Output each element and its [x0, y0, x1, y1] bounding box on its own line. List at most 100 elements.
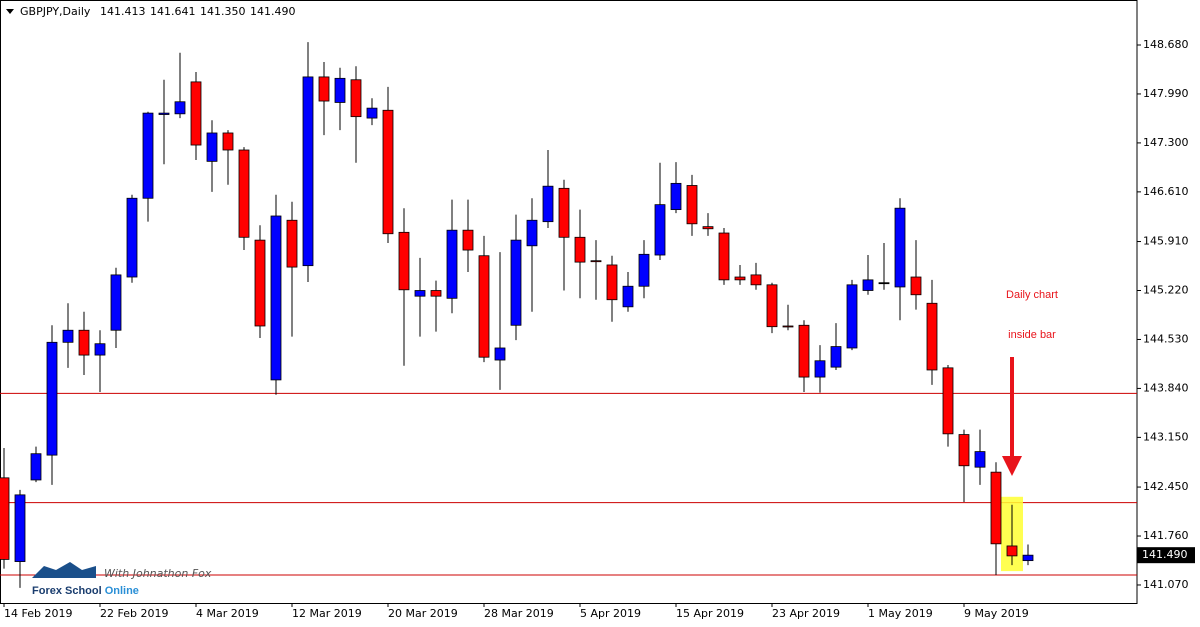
y-tick-label: 143.150 [1143, 430, 1189, 443]
candle-body [558, 187, 570, 238]
plot-frame [0, 0, 1138, 604]
candle-body [14, 494, 26, 562]
candle-body [334, 77, 346, 103]
annotation: Daily chart [1006, 289, 1058, 301]
candle-body [686, 185, 698, 225]
candle-body [766, 284, 778, 328]
y-tick-label: 141.760 [1143, 529, 1189, 542]
candle-body [590, 260, 602, 263]
x-tick-label: 23 Apr 2019 [772, 607, 840, 620]
candle-body [782, 325, 794, 328]
candle-body [430, 290, 442, 297]
logo-tagline: With Johnathon Fox [104, 567, 212, 580]
candle-body [206, 132, 218, 162]
candle-body [382, 109, 394, 235]
x-tick-label: 5 Apr 2019 [580, 607, 641, 620]
header-value: 141.350 [200, 5, 246, 18]
symbol: GBPJPY,Daily [20, 5, 91, 18]
y-tick-label: 147.990 [1143, 87, 1189, 100]
price-tag [1137, 547, 1195, 564]
candle-body [878, 282, 890, 285]
candle-body [942, 367, 954, 435]
menu-arrow [6, 9, 14, 14]
y-tick-label: 148.680 [1143, 38, 1189, 51]
candle-body [1022, 554, 1034, 562]
y-tick-label: 147.300 [1143, 136, 1189, 149]
price-tag-label: 141.490 [1142, 548, 1188, 561]
candle-body [30, 453, 42, 481]
candle-body [910, 276, 922, 296]
candle-body [94, 343, 106, 356]
candle-body [926, 302, 938, 371]
candle-body [894, 207, 906, 288]
candle-body [718, 232, 730, 281]
candle-body [110, 274, 122, 331]
x-tick-label: 15 Apr 2019 [676, 607, 744, 620]
candle-body [862, 279, 874, 291]
candle-body [62, 329, 74, 343]
candle-body [494, 347, 506, 361]
y-tick-label: 143.840 [1143, 381, 1189, 394]
header-value: 141.641 [150, 5, 196, 18]
candle-body [462, 229, 474, 251]
y-tick-label: 145.910 [1143, 235, 1189, 248]
x-tick-label: 28 Mar 2019 [484, 607, 554, 620]
candle-body [798, 324, 810, 378]
annotation: inside bar [1008, 329, 1056, 341]
header-value: 141.490 [250, 5, 296, 18]
y-tick-label: 142.450 [1143, 480, 1189, 493]
x-tick-label: 1 May 2019 [868, 607, 933, 620]
candle-body [478, 255, 490, 358]
logo-name-main: Forex School [32, 585, 102, 597]
candle-body [190, 81, 202, 146]
x-tick-label: 9 May 2019 [964, 607, 1029, 620]
header-value: 141.413 [100, 5, 146, 18]
candle-body [1006, 545, 1018, 557]
candle-body [286, 219, 298, 268]
logo-icon [32, 562, 96, 578]
candle-body [254, 239, 266, 327]
y-tick-label: 141.070 [1143, 578, 1189, 591]
y-tick-label: 146.610 [1143, 185, 1189, 198]
candle-body [958, 434, 970, 467]
candle-body [750, 274, 762, 286]
candle-body [638, 253, 650, 287]
candle-body [446, 229, 458, 299]
logo-name-accent: Online [105, 585, 139, 597]
candle-body [398, 231, 410, 291]
candle-body [734, 276, 746, 281]
candle-body [654, 204, 666, 256]
candle-body [318, 76, 330, 102]
logo-name: Forex School Online [32, 585, 139, 597]
candle-body [510, 239, 522, 326]
candle-body [78, 329, 90, 356]
candle-body [830, 346, 842, 368]
candle-body [46, 341, 58, 456]
candle-body [126, 197, 138, 278]
candle-body [414, 290, 426, 297]
candle-body [542, 185, 554, 223]
candle-body [270, 215, 282, 381]
candle-body [366, 107, 378, 119]
candle-body [814, 360, 826, 378]
x-tick-label: 14 Feb 2019 [4, 607, 72, 620]
arrow-head [1002, 456, 1022, 476]
candle-body [702, 226, 714, 230]
candle-body [526, 219, 538, 247]
candle-body [222, 132, 234, 151]
candle-body [238, 149, 250, 238]
x-tick-label: 4 Mar 2019 [196, 607, 259, 620]
candle-body [974, 451, 986, 468]
candle-body [0, 477, 10, 560]
x-tick-label: 12 Mar 2019 [292, 607, 362, 620]
candle-body [350, 79, 362, 118]
candle-body [158, 112, 170, 115]
candle-body [302, 76, 314, 267]
candle-body [174, 101, 186, 115]
candle-body [606, 264, 618, 301]
candle-body [990, 471, 1002, 545]
x-tick-label: 20 Mar 2019 [388, 607, 458, 620]
candle-body [670, 182, 682, 211]
candle-body [846, 284, 858, 349]
candle-body [142, 112, 154, 199]
